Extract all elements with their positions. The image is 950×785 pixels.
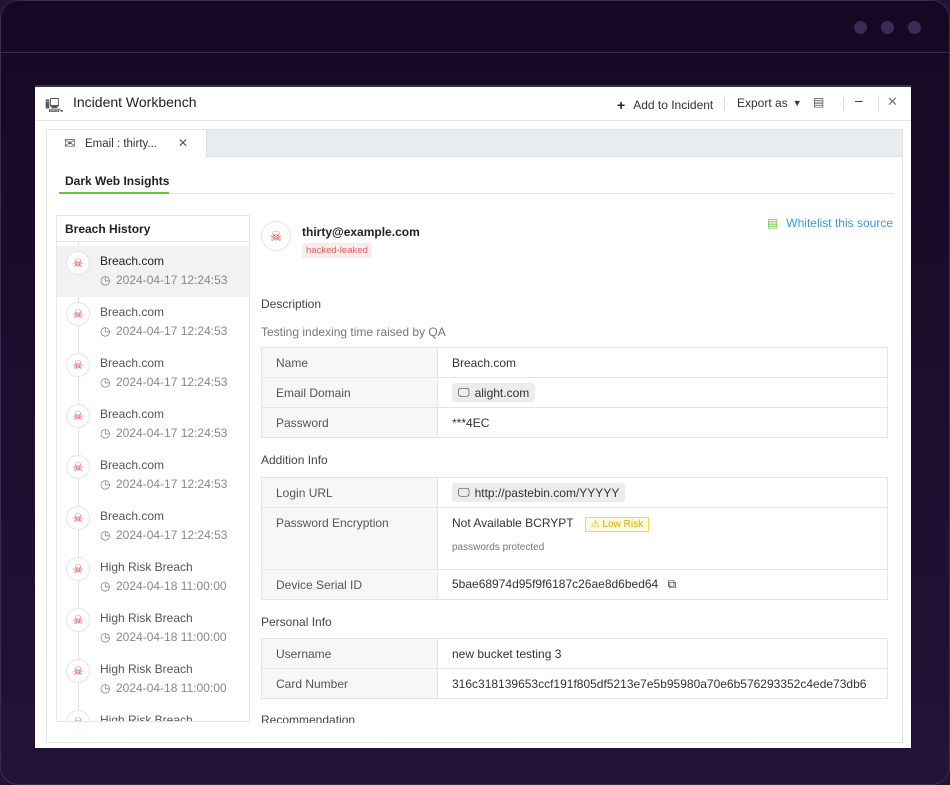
clock-icon: ◷ [100, 273, 111, 287]
clock-icon: ◷ [100, 630, 111, 644]
mail-icon: ✉ [64, 135, 76, 151]
clock-icon: ◷ [100, 477, 111, 491]
breach-list-item[interactable]: ☠ Breach.com ◷ 2024-04-17 12:24:53 [57, 450, 249, 501]
hacker-icon: ☠ [66, 455, 90, 479]
hacker-icon: ☠ [66, 353, 90, 377]
addition-info-title: Addition Info [261, 453, 328, 467]
breach-info-table: Name Breach.com Email Domain 🖵 alight.com P… [261, 347, 888, 438]
divider [843, 97, 844, 111]
active-tab-indicator [59, 192, 169, 194]
breach-list-item[interactable]: ☠ Breach.com ◷ 2024-04-17 12:24:53 [57, 297, 249, 348]
breach-list-item[interactable]: ☠ High Risk Breach ◷ 2024-04-18 11:00:00 [57, 603, 249, 654]
copy-icon[interactable]: ⧉ [667, 577, 677, 591]
breach-list-item[interactable]: ☠ Breach.com ◷ 2024-04-17 12:24:53 [57, 501, 249, 552]
window-dot [908, 21, 921, 34]
email-address: thirty@example.com [302, 225, 420, 239]
clock-icon: ◷ [100, 528, 111, 542]
caret-down-icon: ▼ [792, 98, 802, 108]
export-as-dropdown[interactable]: Export as ▼ [737, 96, 802, 110]
domain-chip[interactable]: 🖵 alight.com [452, 383, 536, 402]
clock-icon: ◷ [100, 681, 111, 695]
clock-icon: ◷ [100, 324, 111, 338]
hacker-icon: ☠ [66, 251, 90, 275]
breach-list-item[interactable]: ☠ Breach.com ◷ 2024-04-17 12:24:53 [57, 399, 249, 450]
divider [59, 193, 894, 194]
tab-email[interactable]: ✉ Email : thirty... ✕ [47, 130, 207, 158]
whitelist-source-link[interactable]: ▤ Whitelist this source [766, 216, 893, 230]
monitor-icon: 🖵 [458, 485, 470, 499]
close-icon[interactable]: ✕ [887, 94, 898, 109]
addition-info-table: Login URL 🖵 http://pastebin.com/YYYYY Pass… [261, 477, 888, 600]
divider [724, 97, 725, 111]
personal-info-title: Personal Info [261, 615, 332, 629]
hacker-icon: ☠ [66, 659, 90, 683]
incident-workbench-window: 🖳 Incident Workbench + Add to Incident E… [35, 85, 911, 748]
status-badge: hacked-leaked [302, 243, 372, 258]
clock-icon: ◷ [100, 375, 111, 389]
breach-list-item[interactable]: ☠ Breach.com ◷ 2024-04-17 12:24:53 [57, 348, 249, 399]
close-tab-icon[interactable]: ✕ [178, 136, 189, 150]
clock-icon: ◷ [100, 579, 111, 593]
personal-info-table: Username new bucket testing 3 Card Number… [261, 638, 888, 699]
breach-list-item[interactable]: ☠ High Risk Breach [57, 705, 249, 721]
recommendation-title: Recommendation [261, 713, 356, 723]
hacker-icon: ☠ [66, 557, 90, 581]
monitor-icon: 🖵 [458, 385, 470, 399]
workbench-content: ✉ Email : thirty... ✕ Dark Web Insights … [46, 129, 903, 743]
hacker-icon: ☠ [66, 302, 90, 326]
schedule-report-icon[interactable]: ▤ [813, 95, 825, 109]
hacker-icon: ☠ [66, 506, 90, 530]
add-to-incident-button[interactable]: + Add to Incident [617, 97, 714, 113]
window-header: 🖳 Incident Workbench + Add to Incident E… [35, 87, 911, 121]
minimize-icon[interactable]: – [855, 92, 863, 108]
description-text: Testing indexing time raised by QA [261, 325, 446, 339]
description-title: Description [261, 297, 322, 311]
window-dot [854, 21, 867, 34]
tab-dark-web-insights[interactable]: Dark Web Insights [65, 174, 170, 188]
breach-list-item[interactable]: ☠ High Risk Breach ◷ 2024-04-18 11:00:00 [57, 552, 249, 603]
breach-list-item[interactable]: ☠ High Risk Breach ◷ 2024-04-18 11:00:00 [57, 654, 249, 705]
plus-icon: + [617, 97, 626, 113]
hacker-icon: ☠ [66, 404, 90, 428]
clock-icon: ◷ [100, 426, 111, 440]
risk-badge: ⚠ Low Risk [584, 517, 650, 532]
workbench-icon: 🖳 [45, 97, 64, 113]
divider [878, 97, 879, 111]
frame-divider [0, 52, 950, 53]
breach-history-list: Breach History ☠ Breach.com ◷ 2024-04-17… [56, 215, 250, 722]
window-dot [881, 21, 894, 34]
whitelist-icon: ▤ [766, 216, 779, 230]
window-title: Incident Workbench [73, 94, 197, 110]
breach-history-title: Breach History [65, 222, 151, 236]
breach-list-item[interactable]: ☠ Breach.com ◷ 2024-04-17 12:24:53 [57, 246, 249, 297]
hacker-icon: ☠ [66, 608, 90, 632]
timeline-line [78, 242, 79, 721]
login-url-chip[interactable]: 🖵 http://pastebin.com/YYYYY [452, 483, 626, 502]
hacker-avatar-icon: ☠ [261, 221, 291, 251]
breach-detail: ▤ Whitelist this source ☠ thirty@example… [261, 215, 903, 723]
hacker-icon: ☠ [66, 710, 90, 721]
